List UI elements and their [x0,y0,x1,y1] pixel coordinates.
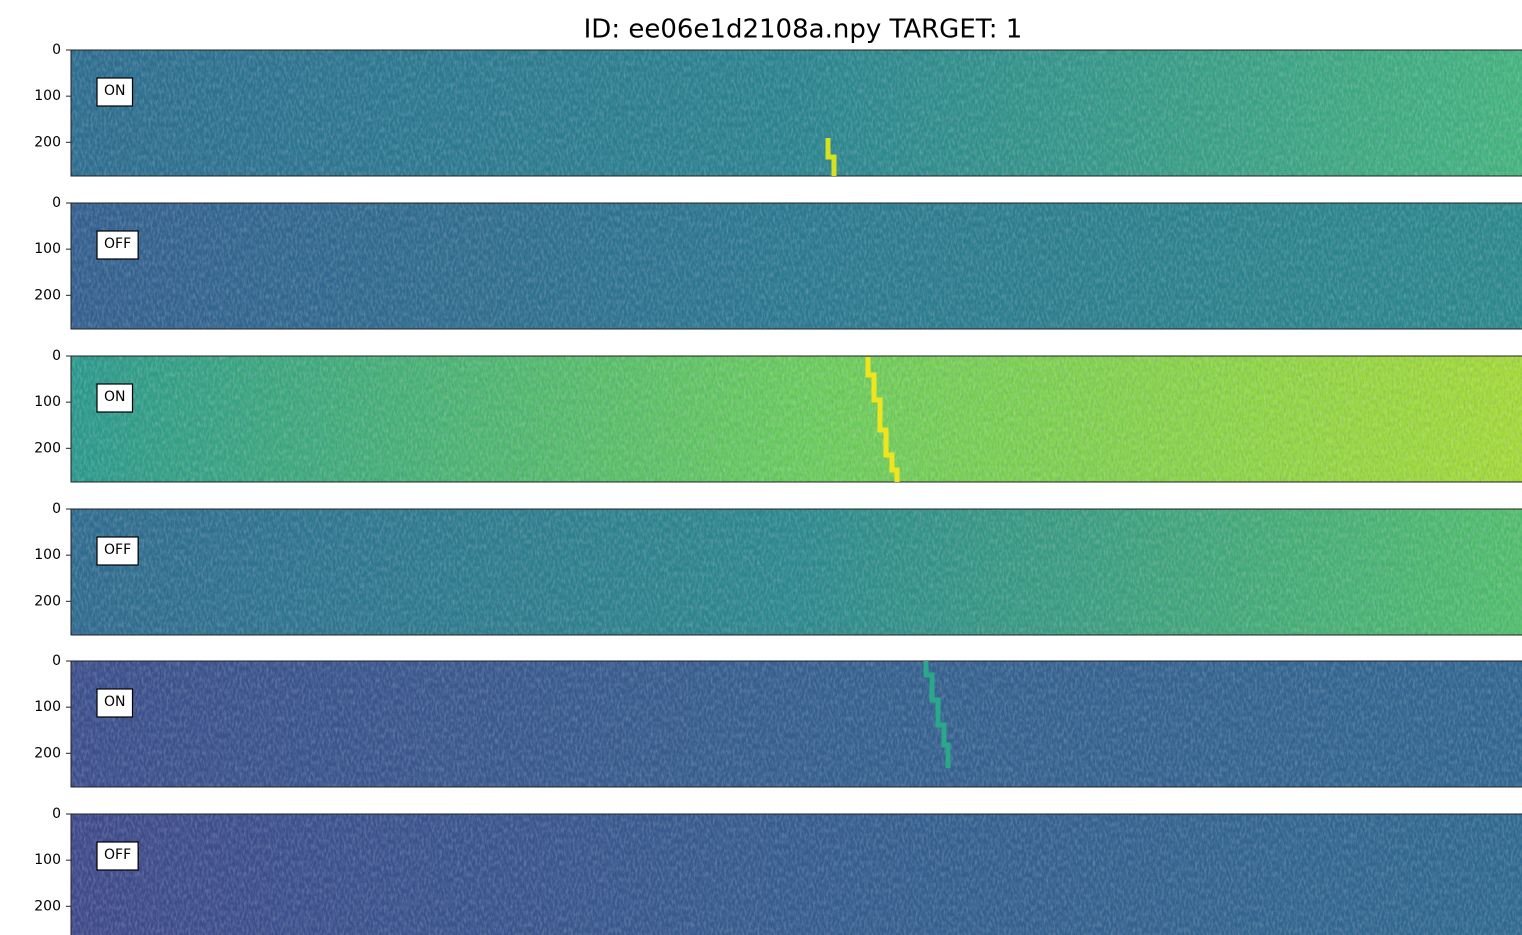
y-tick-label: 200 [34,898,61,914]
y-tick-label: 0 [52,806,61,822]
heatmap-texture [71,203,1522,329]
panel-label: OFF [104,542,131,558]
figure: ID: ee06e1d2108a.npy TARGET: 1 0 100 200 ON… [0,0,1522,935]
y-tick-label: 0 [52,348,61,364]
y-tick-label: 0 [52,501,61,517]
panel-label: OFF [104,847,131,863]
panels: 0 100 200 ON 0 100 200 OFF 0 100 200 ON 0 100 200 OFF 0 1… [34,42,1522,935]
panel-label: ON [104,83,126,99]
y-tick-label: 100 [34,547,61,563]
y-tick-label: 0 [52,195,61,211]
figure-title: ID: ee06e1d2108a.npy TARGET: 1 [584,15,1023,45]
panel-label: ON [104,389,126,405]
panel: 0 100 200 ON [34,348,1522,482]
y-tick-label: 0 [52,653,61,669]
y-tick-label: 200 [34,440,61,456]
y-tick-label: 100 [34,394,61,410]
panel: 0 100 200 ON [34,653,1522,787]
y-tick-label: 100 [34,241,61,257]
y-tick-label: 0 [52,42,61,58]
panel: 0 100 200 OFF [34,806,1522,935]
y-tick-label: 200 [34,593,61,609]
y-tick-label: 100 [34,88,61,104]
heatmap-texture [71,661,1522,787]
panel: 0 100 200 OFF [34,501,1522,635]
panel-label: OFF [104,236,131,252]
heatmap-texture [71,509,1522,635]
panel: 0 100 200 ON [34,42,1522,176]
panel-label: ON [104,694,126,710]
heatmap-texture [71,814,1522,935]
page: ID: ee06e1d2108a.npy TARGET: 1 0 100 200 ON… [0,0,1522,935]
y-tick-label: 200 [34,134,61,150]
y-tick-label: 100 [34,852,61,868]
heatmap-texture [71,50,1522,176]
y-tick-label: 200 [34,287,61,303]
y-tick-label: 200 [34,745,61,761]
panel: 0 100 200 OFF [34,195,1522,329]
heatmap-texture [71,356,1522,482]
y-tick-label: 100 [34,699,61,715]
